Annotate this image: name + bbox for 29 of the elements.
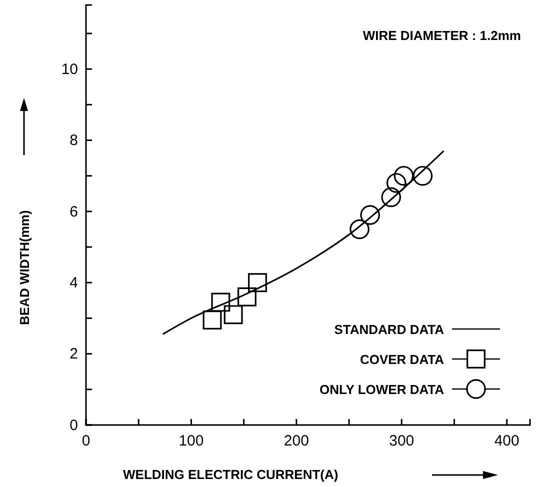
point xyxy=(381,187,402,208)
annotation: WIRE DIAMETER : 1.2mm xyxy=(362,28,521,43)
point xyxy=(350,219,370,240)
x-tick-label: 300 xyxy=(389,432,414,450)
x-tick-label: 0 xyxy=(82,432,90,450)
x-axis-title: WELDING ELECTRIC CURRENT(A) xyxy=(123,467,338,482)
y-tick-label: 6 xyxy=(70,203,78,220)
point xyxy=(394,166,414,186)
y-tick-label: 8 xyxy=(70,132,78,150)
line-series xyxy=(162,150,445,336)
point xyxy=(386,173,406,193)
point xyxy=(412,166,433,186)
point xyxy=(211,292,230,312)
point xyxy=(224,305,243,324)
y-axis-title: BEAD WIDTH(mm) xyxy=(17,210,32,325)
y-tick-label: 4 xyxy=(70,274,78,292)
y-tick-label: 0 xyxy=(70,416,78,434)
legend-label: ONLY LOWER DATA xyxy=(320,382,445,397)
x-tick-label: 100 xyxy=(178,432,204,450)
legend-label: STANDARD DATA xyxy=(334,322,445,337)
point xyxy=(202,310,222,330)
y-tick-label: 10 xyxy=(61,60,78,78)
point xyxy=(238,287,256,306)
x-tick-label: 200 xyxy=(284,432,309,450)
point xyxy=(248,273,267,292)
point xyxy=(360,205,380,225)
legend-label: COVER DATA xyxy=(360,352,445,367)
x-tick-label: 400 xyxy=(494,432,520,450)
y-tick-label: 2 xyxy=(70,346,78,363)
